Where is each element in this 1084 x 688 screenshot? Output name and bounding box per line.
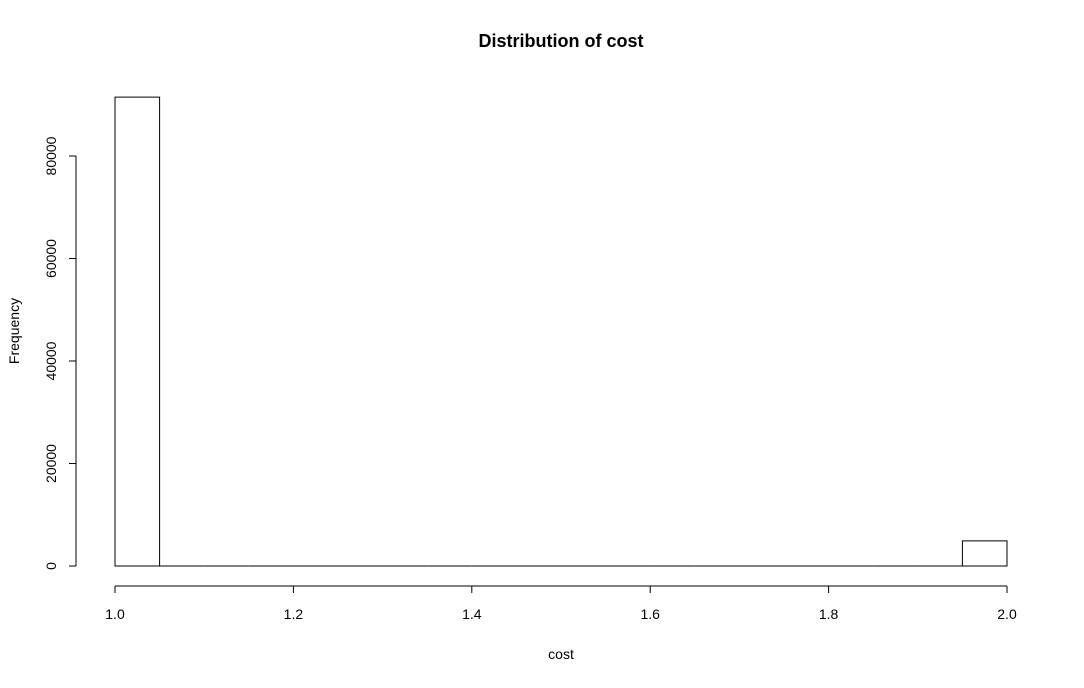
y-tick-label: 60000	[43, 239, 59, 278]
bar	[114, 96, 161, 567]
x-tick-label: 1.2	[284, 606, 304, 622]
y-axis-label: Frequency	[6, 298, 22, 364]
x-tick-label: 2.0	[997, 606, 1017, 622]
x-axis-label: cost	[548, 646, 574, 662]
x-tick-label: 1.0	[105, 606, 125, 622]
chart-title: Distribution of cost	[479, 31, 644, 51]
y-tick-label: 40000	[43, 341, 59, 380]
x-tick-label: 1.4	[462, 606, 482, 622]
bar	[961, 540, 1008, 567]
y-tick-label: 80000	[43, 136, 59, 175]
x-tick-label: 1.8	[819, 606, 839, 622]
x-tick-label: 1.6	[640, 606, 660, 622]
y-tick-label: 20000	[43, 444, 59, 483]
y-tick-label: 0	[43, 562, 59, 570]
